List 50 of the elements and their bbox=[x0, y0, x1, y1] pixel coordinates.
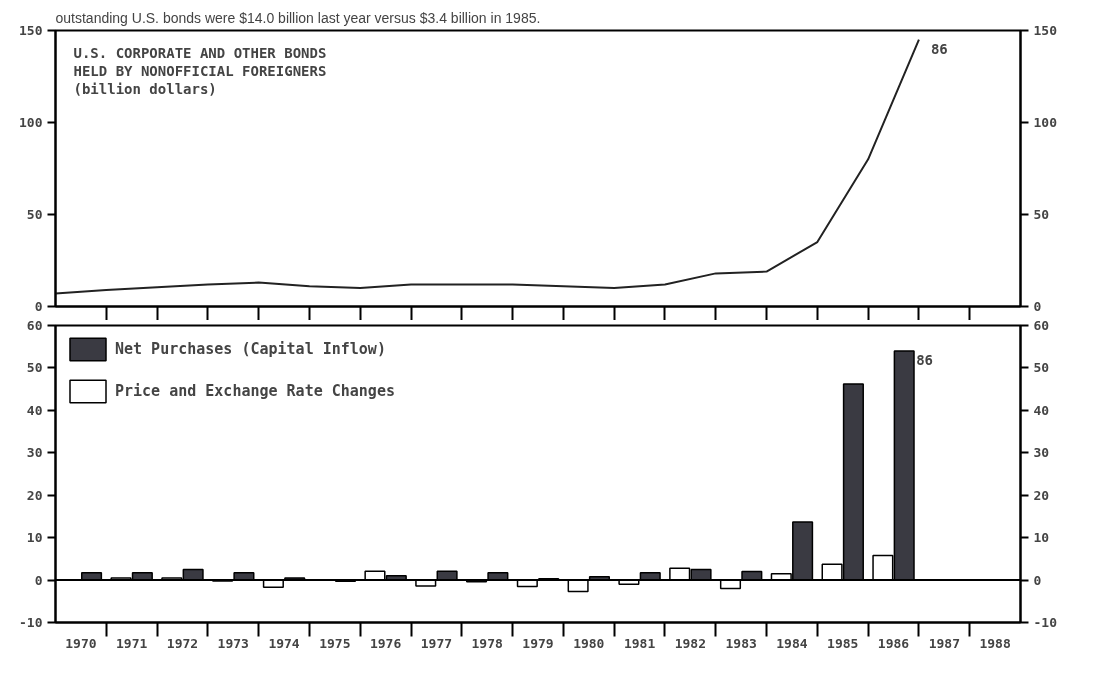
y2-tick-label: 0 bbox=[1033, 299, 1042, 314]
y-tick-label: 60 bbox=[26, 318, 43, 333]
y-tick-label: 0 bbox=[34, 572, 43, 588]
x-tick-label: 1970 bbox=[65, 635, 97, 651]
x-tick-label: 1971 bbox=[116, 635, 148, 651]
x-tick-label: 1975 bbox=[319, 635, 351, 651]
x-tick-label: 1982 bbox=[674, 635, 707, 651]
y2-tick-label: 20 bbox=[1033, 487, 1050, 503]
x-tick-label: 1977 bbox=[420, 635, 453, 651]
y2-tick-label: 0 bbox=[1033, 572, 1042, 588]
x-tick-label: 1979 bbox=[522, 635, 554, 651]
text: (billion dollars) bbox=[73, 80, 217, 97]
legend-label: Price and Exchange Rate Changes bbox=[115, 382, 395, 400]
y-tick-label: 20 bbox=[26, 487, 43, 503]
annotation: 86 bbox=[930, 40, 948, 57]
x-tick-label: 1973 bbox=[217, 635, 249, 651]
y-tick-label: 40 bbox=[26, 402, 43, 418]
y-tick-label: 50 bbox=[26, 360, 43, 376]
y2-tick-label: 60 bbox=[1033, 318, 1050, 333]
x-tick-label: 1987 bbox=[928, 635, 960, 651]
legend-label: Net Purchases (Capital Inflow) bbox=[115, 340, 386, 358]
text: U.S. CORPORATE AND OTHER BONDS HELD BY NONOFFICIAL FOREIGNERS bbox=[73, 44, 327, 79]
x-tick-label: 1974 bbox=[268, 635, 300, 651]
x-tick-label: 1976 bbox=[369, 635, 402, 651]
y2-tick-label: 50 bbox=[1033, 207, 1050, 222]
x-tick-label: 1980 bbox=[573, 635, 605, 651]
y2-tick-label: 50 bbox=[1033, 360, 1050, 376]
y-tick-label: 50 bbox=[26, 207, 43, 222]
y-tick-label: 30 bbox=[26, 445, 43, 461]
x-tick-label: 1978 bbox=[471, 635, 504, 651]
y2-tick-label: -10 bbox=[1033, 615, 1058, 630]
x-tick-label: 1981 bbox=[623, 635, 656, 651]
x-tick-label: 1983 bbox=[725, 635, 757, 651]
y-tick-label: -10 bbox=[19, 615, 43, 630]
x-tick-label: 1984 bbox=[776, 635, 808, 651]
y-tick-label: 150 bbox=[19, 23, 43, 38]
y-tick-label: 10 bbox=[26, 530, 43, 546]
y2-tick-label: 40 bbox=[1033, 402, 1050, 418]
x-tick-label: 1986 bbox=[877, 635, 910, 651]
annotation: 86 bbox=[916, 351, 934, 368]
y2-tick-label: 30 bbox=[1033, 445, 1050, 461]
y-tick-label: 0 bbox=[34, 299, 43, 314]
y2-tick-label: 150 bbox=[1033, 23, 1058, 38]
y2-tick-label: 10 bbox=[1033, 530, 1050, 546]
text: outstanding U.S. bonds were $14.0 billion last year versus $3.4 billion in 1985. bbox=[55, 9, 541, 26]
x-tick-label: 1985 bbox=[827, 635, 859, 651]
x-tick-label: 1972 bbox=[166, 635, 199, 651]
y-tick-label: 100 bbox=[19, 115, 43, 130]
y2-tick-label: 100 bbox=[1033, 115, 1058, 130]
x-tick-label: 1988 bbox=[979, 635, 1011, 651]
